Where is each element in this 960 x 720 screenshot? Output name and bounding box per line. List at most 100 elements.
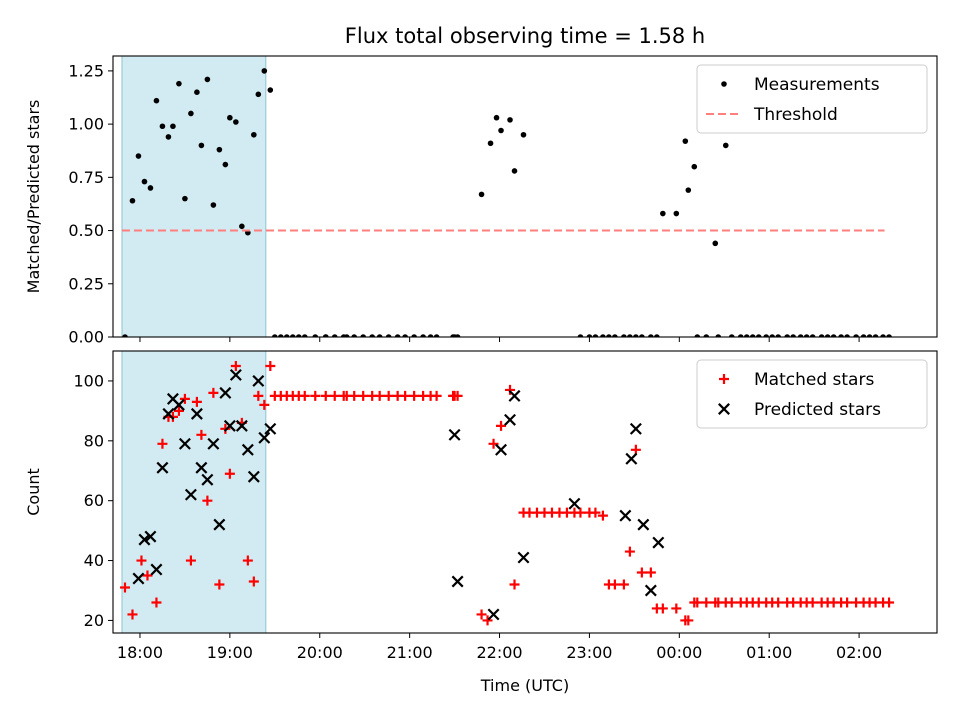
data-point — [141, 178, 148, 185]
data-point — [508, 389, 521, 402]
data-point — [818, 334, 825, 337]
data-point — [773, 597, 784, 608]
data-point — [277, 334, 284, 337]
data-point — [129, 197, 136, 204]
data-point — [648, 334, 654, 337]
y-tick-label: 0.75 — [68, 168, 104, 187]
data-point — [683, 615, 694, 626]
data-point — [420, 334, 426, 337]
data-point — [188, 110, 194, 117]
y-tick-label: 100 — [73, 371, 104, 390]
data-point — [715, 334, 722, 337]
data-point — [682, 138, 689, 144]
data-point — [427, 334, 434, 337]
data-point — [394, 334, 401, 337]
data-point — [838, 334, 844, 337]
data-point — [135, 153, 142, 159]
data-point — [195, 461, 208, 474]
data-point — [755, 334, 762, 337]
data-point — [235, 419, 248, 432]
data-point — [629, 422, 642, 435]
data-point — [743, 334, 750, 337]
data-point — [201, 473, 214, 486]
data-point — [636, 567, 647, 578]
data-point — [253, 390, 264, 401]
series-group — [121, 68, 892, 337]
data-point — [749, 334, 756, 337]
data-point — [722, 142, 729, 149]
data-point — [216, 146, 223, 153]
data-point — [809, 334, 816, 337]
data-point — [691, 163, 698, 170]
data-point — [657, 603, 668, 614]
data-point — [478, 191, 485, 198]
data-point — [172, 398, 185, 411]
data-point — [267, 87, 274, 93]
data-point — [165, 134, 172, 140]
data-point — [844, 334, 850, 337]
data-point — [597, 510, 608, 521]
data-point — [495, 443, 508, 456]
data-point — [122, 334, 128, 337]
data-point — [210, 202, 217, 208]
data-point — [283, 334, 290, 337]
data-point — [159, 123, 166, 130]
data-point — [351, 334, 358, 337]
legend-marker-icon — [721, 81, 727, 87]
data-point — [383, 390, 394, 401]
y-tick-label: 0.00 — [68, 328, 104, 347]
x-tick-label: 01:00 — [746, 643, 792, 662]
y-tick-label: 80 — [84, 431, 104, 450]
data-point — [261, 68, 268, 74]
x-tick-label: 20:00 — [297, 643, 343, 662]
data-point — [637, 518, 650, 531]
data-point — [127, 609, 138, 620]
data-point — [505, 384, 516, 395]
axes-frame — [112, 350, 938, 634]
data-point — [194, 89, 200, 95]
data-point — [496, 420, 507, 431]
data-point — [606, 334, 612, 337]
data-point — [222, 161, 229, 168]
data-point — [358, 390, 369, 401]
data-point — [797, 334, 804, 337]
data-point — [173, 405, 184, 416]
data-point — [147, 185, 154, 191]
legend-label: Predicted stars — [754, 400, 881, 420]
data-point — [701, 597, 712, 608]
data-point — [219, 386, 232, 399]
legend-marker-icon — [718, 403, 730, 415]
data-point — [726, 597, 737, 608]
legend-label: Threshold — [753, 105, 838, 125]
data-point — [411, 334, 417, 337]
data-point — [182, 195, 188, 202]
data-point — [289, 334, 296, 337]
data-point — [343, 334, 350, 337]
data-point — [178, 437, 191, 450]
data-point — [264, 422, 277, 435]
data-point — [204, 76, 211, 83]
data-point — [592, 334, 599, 337]
data-point — [451, 575, 464, 588]
legend-label: Matched stars — [754, 370, 874, 390]
y-tick-label: 20 — [84, 611, 104, 630]
data-point — [621, 334, 627, 337]
data-point — [660, 210, 666, 217]
data-point — [227, 114, 233, 121]
data-point — [255, 91, 262, 98]
data-point — [191, 396, 202, 407]
data-point — [577, 334, 584, 337]
data-point — [618, 579, 629, 590]
x-tick-label: 18:00 — [117, 643, 163, 662]
data-point — [625, 452, 638, 465]
data-point — [790, 334, 796, 337]
data-point — [685, 187, 692, 193]
data-point — [612, 334, 618, 337]
legend-marker-icon — [719, 374, 729, 384]
observing-time-shaded-region — [121, 55, 267, 338]
data-point — [214, 579, 225, 590]
data-point — [190, 407, 203, 420]
series-matched-stars — [119, 360, 895, 626]
data-point — [409, 390, 420, 401]
x-axis-label: Time (UTC) — [480, 676, 569, 695]
